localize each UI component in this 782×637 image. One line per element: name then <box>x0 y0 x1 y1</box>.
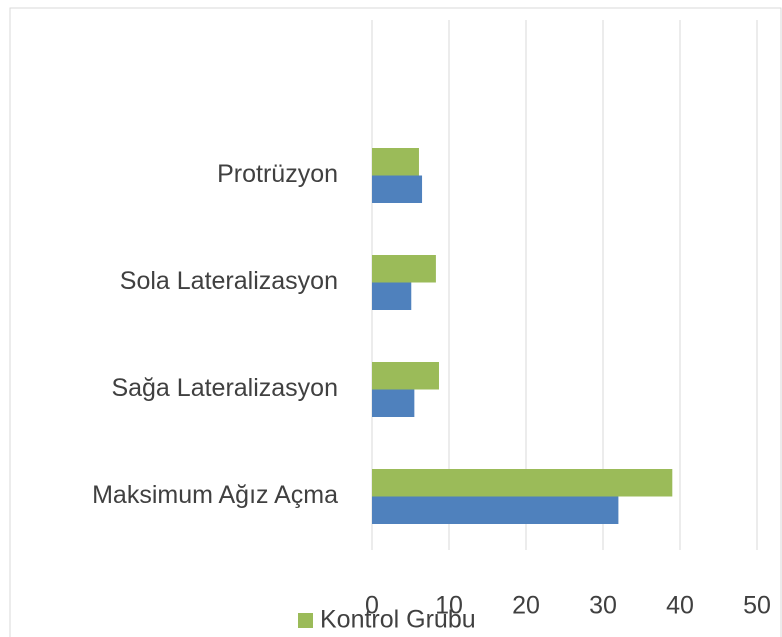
x-tick-label: 50 <box>743 592 771 620</box>
x-tick-label: 20 <box>512 592 540 620</box>
x-tick-label: 10 <box>435 592 463 620</box>
x-tick-label: 30 <box>589 592 617 620</box>
y-tick-label: Sağa Lateralizasyon <box>111 374 338 402</box>
y-tick-label: Maksimum Ağız Açma <box>92 481 338 509</box>
bar <box>372 496 619 524</box>
bar <box>372 148 419 176</box>
bar <box>372 389 415 417</box>
x-tick-label: 0 <box>365 592 379 620</box>
y-tick-label: Sola Lateralizasyon <box>120 267 338 295</box>
bar <box>372 255 436 283</box>
bar <box>372 282 412 310</box>
bar <box>372 175 423 203</box>
chart-border <box>9 7 782 637</box>
bar <box>372 469 673 497</box>
bar <box>372 362 439 390</box>
y-tick-label: Protrüzyon <box>217 160 338 188</box>
x-tick-label: 40 <box>666 592 694 620</box>
legend-swatch <box>298 613 313 628</box>
legend-label: Kontrol Grubu <box>320 606 476 634</box>
